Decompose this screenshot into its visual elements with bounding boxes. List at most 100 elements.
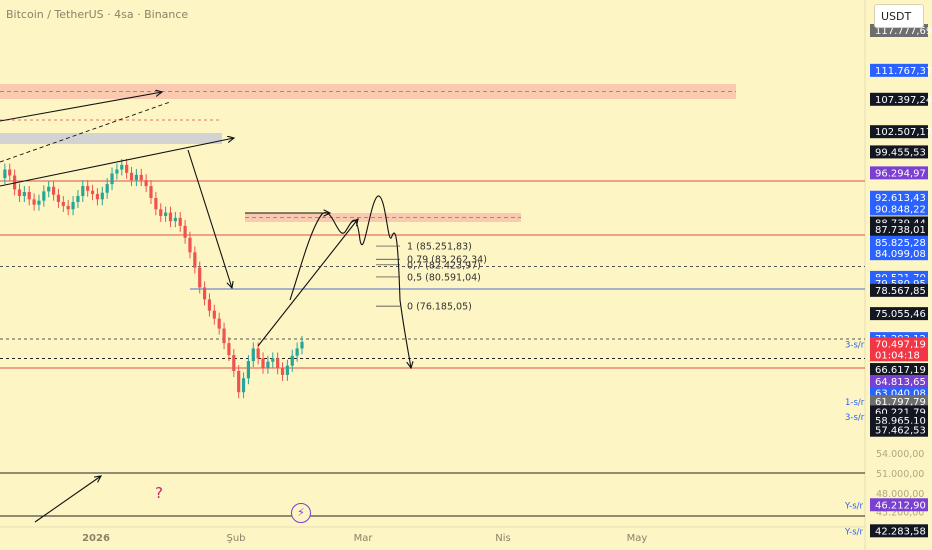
candle-body — [81, 186, 85, 197]
lightning-icon[interactable]: ⚡ — [291, 503, 311, 523]
price-label-box — [870, 125, 928, 139]
price-axis-tick: 54.000,00 — [876, 449, 924, 460]
candle-body — [183, 225, 187, 238]
price-label-text: 60.221,79 — [875, 407, 926, 418]
candle-body — [61, 201, 65, 206]
price-label-box — [870, 235, 928, 249]
candle-body — [237, 370, 241, 393]
price-axis-layer: 54.000,00 51.000,00 48.000,00 45.200,00 117.… — [870, 24, 932, 538]
price-label-text: 96.294,97 — [875, 168, 926, 179]
candle-body — [100, 192, 104, 200]
channel-mid-dashed — [0, 101, 171, 163]
price-label-text: 42.283,58 — [875, 526, 926, 537]
candle-body — [202, 287, 207, 300]
price-label-box — [870, 247, 928, 261]
price-label-box — [870, 145, 928, 159]
candle-body — [149, 186, 153, 199]
time-axis-tick: Mar — [354, 533, 374, 544]
candle-body — [168, 212, 173, 222]
price-label-box — [870, 348, 928, 362]
price-label-text: 75.055,46 — [875, 309, 926, 320]
candle-body — [56, 194, 61, 202]
fib-layer: 1 (85.251,83) 0,79 (83.262,34)0,7 (82.423… — [376, 242, 487, 313]
fib-level-label: 0 (76.185,05) — [407, 302, 472, 313]
candle-body — [280, 368, 285, 375]
candle-body — [212, 310, 216, 319]
currency-button[interactable]: USDT — [874, 4, 924, 28]
candle-body — [266, 361, 270, 368]
time-axis-tick: May — [627, 533, 648, 544]
candle-body — [300, 341, 304, 349]
price-label-text: 107.397,24 — [875, 95, 932, 106]
price-label-text: 85.825,28 — [875, 238, 926, 249]
price-axis-tick: 45.200,00 — [876, 507, 924, 518]
time-axis-tick: Nis — [495, 533, 510, 544]
candle-body — [66, 205, 70, 210]
candle-body — [86, 186, 90, 191]
candle-body — [290, 355, 294, 366]
price-label-box — [870, 63, 928, 77]
candle-body — [271, 358, 275, 362]
candle-body — [42, 191, 46, 201]
price-label-box — [870, 202, 928, 216]
candle-body — [232, 355, 236, 371]
price-label-text: 78.567,85 — [875, 286, 926, 297]
candle-body — [110, 173, 114, 185]
candle-body — [295, 348, 299, 356]
candle-body — [115, 169, 119, 174]
candle-body — [17, 189, 22, 197]
candles-layer — [3, 158, 304, 399]
candle-body — [76, 196, 80, 202]
candle-body — [47, 186, 51, 192]
candle-body — [22, 192, 26, 197]
chart-title: Bitcoin / TetherUS · 4sa · Binance — [6, 8, 189, 21]
candle-body — [3, 169, 7, 179]
price-label-text: 111.767,37 — [875, 66, 932, 77]
levels-layer — [0, 119, 865, 517]
candle-body — [51, 186, 56, 195]
level-tags-layer: 3-s/r 1-s/r 3-s/r Y-s/r Y-s/r — [844, 340, 865, 537]
drawings-layer — [0, 92, 411, 523]
time-axis-tick: 2026 — [82, 533, 110, 544]
candle-body — [32, 199, 36, 205]
price-label-text: 61.797,79 — [875, 397, 926, 408]
price-label-box — [870, 190, 928, 204]
candle-body — [222, 328, 226, 344]
candle-body — [261, 358, 265, 368]
price-label-text: 117.777,69 — [875, 26, 932, 37]
candle-body — [134, 174, 138, 181]
candle-body — [71, 201, 75, 210]
time-axis-layer: 2026 Şub Mar Nis May — [82, 533, 647, 544]
price-label-text: 63.040,08 — [875, 389, 926, 400]
price-label-box — [870, 283, 928, 297]
level-tag-label: 1-s/r — [845, 398, 865, 408]
zones-layer — [0, 84, 736, 222]
fib-zone — [245, 213, 521, 222]
price-label-box — [870, 363, 928, 377]
price-label-text: 64.813,65 — [875, 377, 926, 388]
candle-body — [95, 194, 100, 200]
price-label-box — [870, 524, 928, 538]
fib-level-label: 0,7 (82.423,97) — [407, 260, 481, 271]
candle-body — [188, 237, 192, 253]
candle-body — [251, 348, 255, 362]
candle-body — [217, 318, 221, 329]
price-label-text: 66.617,19 — [875, 365, 926, 376]
price-label-box — [870, 307, 928, 321]
price-label-text: 92.613,43 — [875, 193, 926, 204]
candle-body — [164, 212, 168, 216]
price-label-text: 102.507,17 — [875, 127, 932, 138]
bottom-arrow — [34, 476, 101, 523]
price-label-text: 70.497,19 — [875, 339, 926, 350]
channel-lower-arrow — [0, 138, 234, 187]
price-label-text: 90.848,22 — [875, 204, 926, 215]
level-tag-label: Y-s/r — [844, 527, 864, 537]
candle-body — [207, 299, 212, 311]
candle-body — [256, 348, 260, 359]
price-label-text: 87.738,01 — [875, 225, 926, 236]
drop-arrow — [187, 149, 232, 288]
price-label-box — [870, 223, 928, 237]
grid-layer — [0, 0, 866, 550]
